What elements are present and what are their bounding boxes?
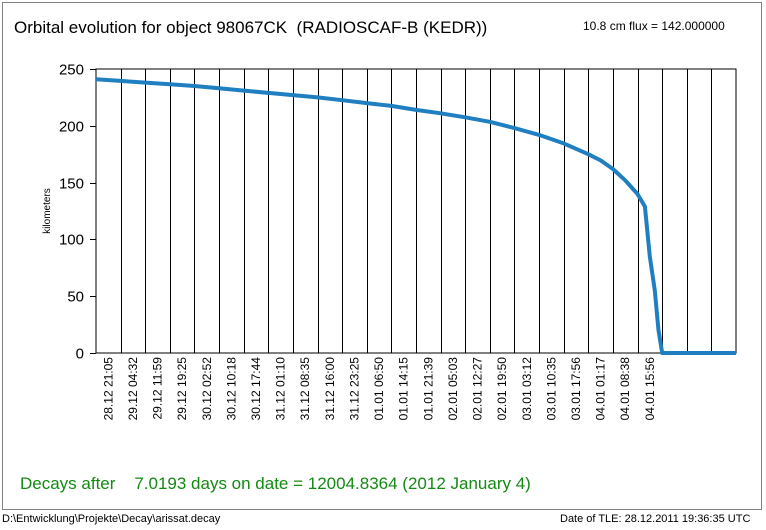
x-tick-label: 04.01 15:56	[643, 357, 657, 421]
series-line-0	[95, 77, 736, 355]
y-tick-label: 200	[59, 119, 84, 136]
y-tick-labels: 0 50 100 150 200 250	[59, 62, 84, 363]
y-tick-label: 100	[59, 232, 84, 249]
x-tick-label: 01.01 21:39	[421, 357, 435, 421]
y-tick-label: 250	[59, 62, 84, 79]
x-tick-label: 30.12 02:52	[200, 357, 214, 421]
x-tick-label: 30.12 10:18	[224, 357, 238, 421]
flux-label: 10.8 cm flux = 142.000000	[583, 19, 725, 33]
y-tick-label: 50	[67, 289, 84, 306]
x-tick-label: 02.01 05:03	[446, 357, 460, 421]
x-tick-label: 31.12 16:00	[323, 357, 337, 421]
y-tick-label: 0	[76, 346, 84, 363]
x-tick-label: 28.12 21:05	[101, 357, 115, 421]
x-tick-label: 01.01 06:50	[372, 357, 386, 421]
tle-date: Date of TLE: 28.12.2011 19:36:35 UTC	[560, 513, 751, 525]
y-tick-label: 150	[59, 176, 84, 193]
file-path: D:\Entwicklung\Projekte\Decay\arissat.de…	[2, 513, 221, 525]
decay-result: Decays after 7.0193 days on date = 12004…	[20, 474, 531, 493]
x-tick-label: 02.01 19:50	[495, 357, 509, 421]
chart-title: Orbital evolution for object 98067CK (RA…	[14, 18, 488, 37]
x-tick-label: 31.12 01:10	[274, 357, 288, 421]
x-tick-label: 03.01 03:12	[520, 357, 534, 421]
x-tick-label: 02.01 12:27	[471, 357, 485, 421]
chart-frame	[2, 2, 762, 510]
series-group	[95, 77, 736, 355]
x-tick-label: 03.01 17:56	[569, 357, 583, 421]
x-tick-label: 04.01 01:17	[594, 357, 608, 421]
x-tick-labels: 28.12 21:05 29.12 04:32 29.12 11:59 29.12 1…	[101, 357, 657, 421]
x-tick-label: 31.12 08:35	[298, 357, 312, 421]
x-tick-label: 30.12 17:44	[249, 357, 263, 421]
x-tick-label: 29.12 19:25	[175, 357, 189, 421]
x-tick-label: 29.12 11:59	[151, 357, 165, 420]
x-tick-label: 03.01 10:35	[544, 357, 558, 421]
x-tick-label: 29.12 04:32	[126, 357, 140, 421]
grid-lines	[90, 68, 737, 354]
x-tick-label: 01.01 14:15	[397, 357, 411, 421]
y-axis-label: kilometers	[42, 188, 53, 234]
x-tick-label: 04.01 08:38	[618, 357, 632, 421]
x-tick-label: 31.12 23:25	[347, 357, 361, 421]
